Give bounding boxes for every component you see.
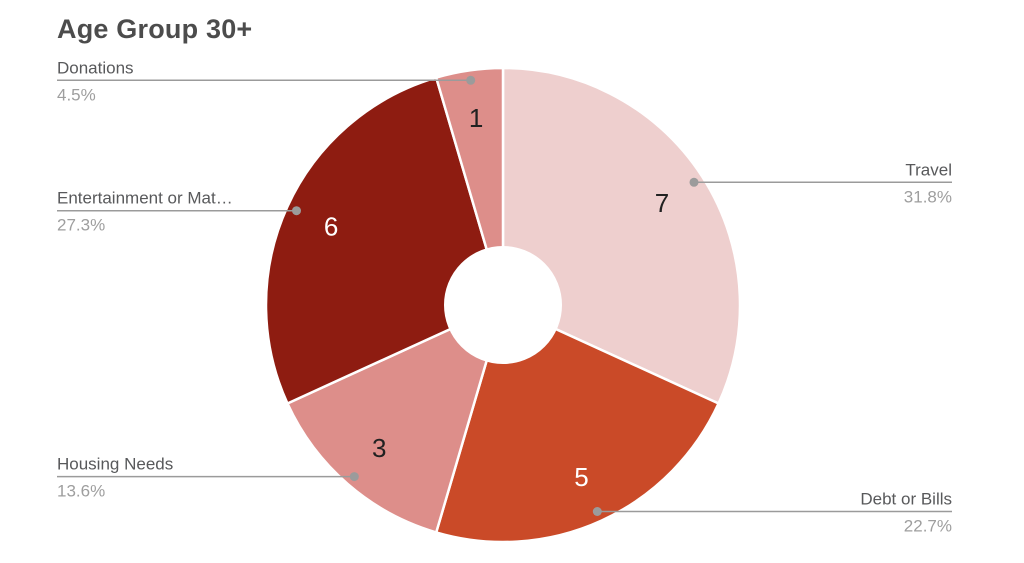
callout-label-debt-or-bills: Debt or Bills [860, 490, 952, 509]
pie-slice-donations[interactable] [434, 66, 505, 307]
slice-value-debt-or-bills: 5 [574, 462, 588, 492]
slice-value-donations: 1 [469, 103, 483, 133]
pie-slice-housing-needs[interactable] [286, 303, 505, 534]
slice-value-housing-needs: 3 [372, 433, 386, 463]
slice-value-travel: 7 [655, 188, 669, 218]
callout-label-travel: Travel [905, 160, 952, 179]
leader-dot-travel [689, 177, 699, 187]
slice-value-entertainment-or-mat: 6 [324, 212, 338, 242]
callout-percent-entertainment-or-mat: 27.3% [57, 216, 105, 235]
leader-dot-entertainment-or-mat [292, 206, 301, 216]
pie-slice-debt-or-bills[interactable] [434, 303, 720, 544]
callout-label-entertainment-or-mat: Entertainment or Mat… [57, 189, 233, 208]
callout-percent-donations: 4.5% [57, 85, 96, 104]
leader-dot-housing-needs [349, 472, 359, 482]
leader-dot-donations [466, 75, 476, 85]
callout-label-housing-needs: Housing Needs [57, 455, 173, 474]
donut-hole [444, 246, 562, 364]
callout-percent-debt-or-bills: 22.7% [904, 517, 952, 536]
leader-dot-debt-or-bills [592, 507, 602, 516]
callout-percent-housing-needs: 13.6% [57, 482, 105, 501]
chart-title: Age Group 30+ [57, 14, 253, 44]
pie-slice-travel[interactable] [501, 66, 742, 405]
callout-percent-travel: 31.8% [904, 187, 952, 206]
pie-slice-entertainment-or-mat[interactable] [264, 76, 505, 405]
callout-label-donations: Donations [57, 58, 134, 77]
